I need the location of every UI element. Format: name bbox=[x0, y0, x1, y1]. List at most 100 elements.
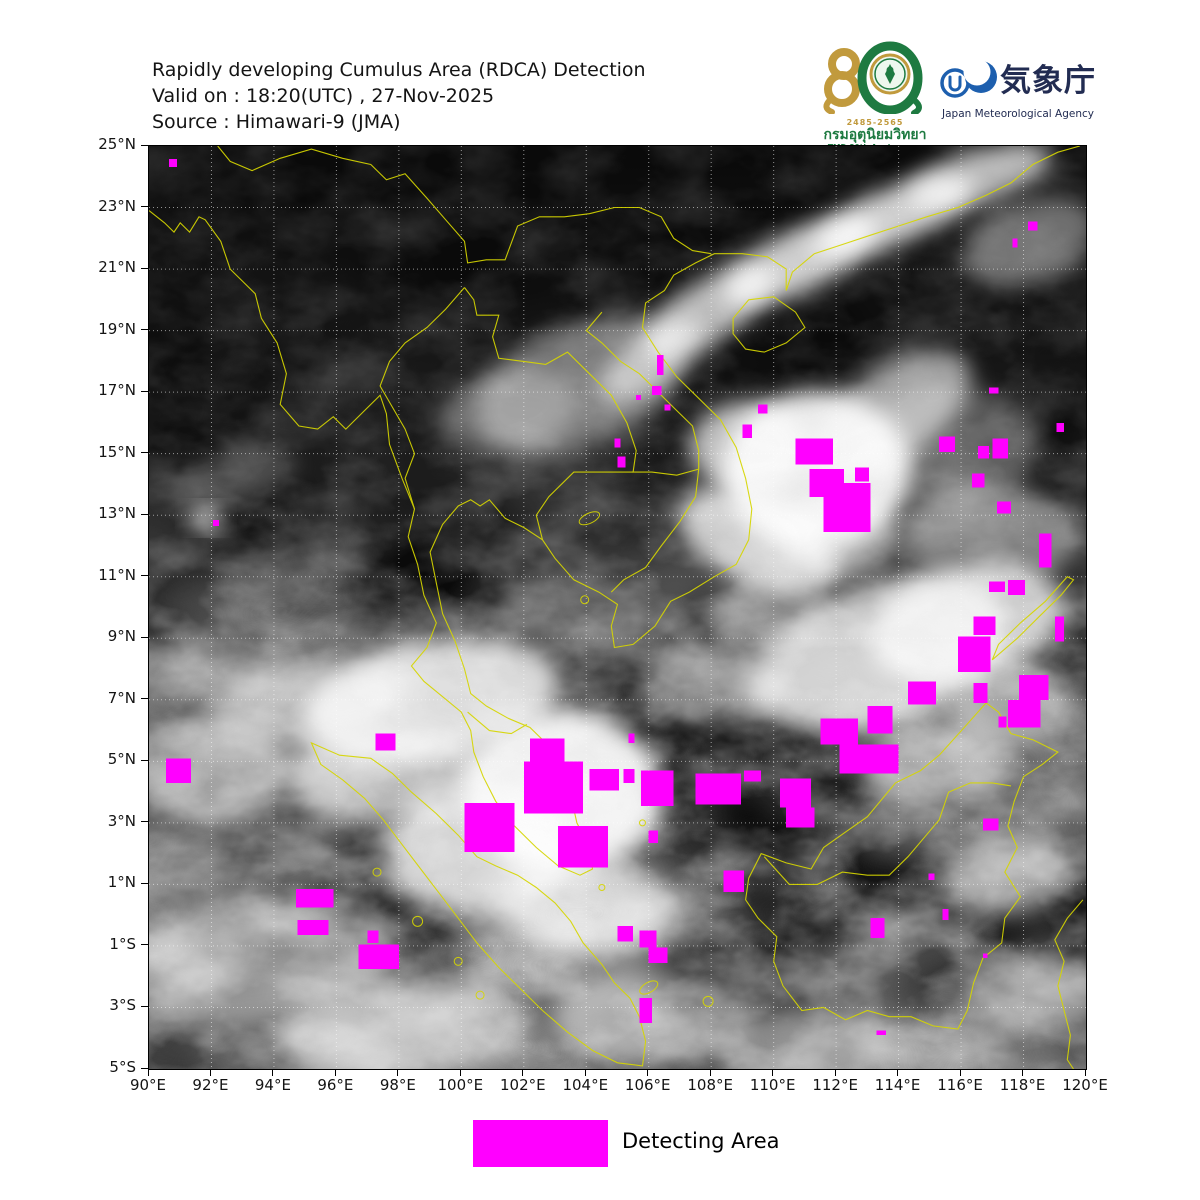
lat-tick-label: 13°N bbox=[98, 504, 136, 523]
lon-tick-mark bbox=[397, 1069, 399, 1076]
lon-tick-mark bbox=[147, 1069, 149, 1076]
detection-patch bbox=[758, 404, 768, 414]
lon-tick-label: 96°E bbox=[317, 1076, 354, 1094]
lat-tick-label: 9°N bbox=[107, 627, 136, 646]
detection-patch bbox=[928, 873, 935, 880]
satellite-map bbox=[148, 145, 1087, 1070]
lat-tick-mark bbox=[141, 329, 148, 331]
lon-tick-label: 108°E bbox=[687, 1076, 733, 1094]
lon-tick-label: 106°E bbox=[624, 1076, 671, 1094]
lat-tick-label: 3°S bbox=[109, 996, 136, 1015]
lon-tick-label: 98°E bbox=[379, 1076, 416, 1094]
lat-tick-label: 21°N bbox=[98, 258, 136, 277]
detection-patches bbox=[166, 158, 1065, 1036]
detection-patch bbox=[636, 395, 642, 401]
detection-patch bbox=[978, 446, 990, 459]
detection-patch bbox=[1012, 238, 1018, 248]
detection-patch bbox=[876, 1030, 887, 1036]
detection-patch bbox=[169, 158, 178, 167]
detection-patch bbox=[744, 770, 762, 782]
detection-patch bbox=[989, 581, 1005, 593]
detection-patch bbox=[795, 438, 833, 465]
lat-tick-mark bbox=[141, 575, 148, 577]
detection-patch bbox=[723, 870, 744, 893]
detection-patch bbox=[854, 467, 869, 482]
detection-patch bbox=[973, 682, 988, 703]
detection-patch bbox=[820, 718, 858, 745]
detection-patch bbox=[648, 830, 659, 843]
jma-logo: 気象庁 Japan Meteorological Agency bbox=[938, 55, 1098, 127]
detection-patch bbox=[617, 925, 634, 942]
detection-patch bbox=[648, 947, 668, 963]
lon-tick-label: 120°E bbox=[1062, 1076, 1108, 1094]
lat-tick-mark bbox=[141, 206, 148, 208]
lat-tick-label: 25°N bbox=[98, 135, 136, 153]
title-block: Rapidly developing Cumulus Area (RDCA) D… bbox=[152, 57, 646, 135]
lat-tick-mark bbox=[141, 636, 148, 638]
lon-tick-mark bbox=[1084, 1069, 1086, 1076]
legend-detecting-area-swatch bbox=[473, 1120, 608, 1167]
detection-patch bbox=[997, 501, 1012, 514]
lat-tick-label: 1°S bbox=[109, 934, 136, 953]
lat-tick-mark bbox=[141, 759, 148, 761]
detection-patch bbox=[523, 761, 584, 814]
detection-patch bbox=[213, 519, 220, 526]
lat-tick-label: 5°N bbox=[107, 750, 136, 769]
lon-tick-mark bbox=[709, 1069, 711, 1076]
detection-patch bbox=[870, 918, 885, 939]
detection-patch bbox=[982, 818, 999, 831]
lon-tick-mark bbox=[584, 1069, 586, 1076]
lon-tick-mark bbox=[897, 1069, 899, 1076]
lon-tick-mark bbox=[1022, 1069, 1024, 1076]
lat-tick-label: 5°S bbox=[109, 1058, 136, 1076]
lon-tick-label: 110°E bbox=[749, 1076, 796, 1094]
detection-patch bbox=[367, 930, 379, 943]
lat-tick-label: 3°N bbox=[107, 811, 136, 830]
lon-tick-label: 100°E bbox=[437, 1076, 484, 1094]
lat-tick-label: 7°N bbox=[107, 688, 136, 707]
jma-mark-icon bbox=[940, 58, 997, 98]
lat-tick-label: 23°N bbox=[98, 196, 136, 215]
lat-tick-mark bbox=[141, 1005, 148, 1007]
lat-tick-mark bbox=[141, 944, 148, 946]
lat-tick-mark bbox=[141, 452, 148, 454]
lon-tick-mark bbox=[209, 1069, 211, 1076]
detection-patch bbox=[623, 769, 635, 783]
lon-tick-mark bbox=[647, 1069, 649, 1076]
lon-tick-label: 114°E bbox=[874, 1076, 921, 1094]
chart-title: Rapidly developing Cumulus Area (RDCA) D… bbox=[152, 59, 646, 81]
lon-tick-label: 94°E bbox=[254, 1076, 291, 1094]
detection-patch bbox=[779, 778, 812, 808]
lat-tick-mark bbox=[141, 513, 148, 515]
detection-patch bbox=[1018, 675, 1049, 700]
lon-tick-label: 116°E bbox=[937, 1076, 983, 1094]
detection-patch bbox=[651, 386, 662, 396]
lat-tick-label: 1°N bbox=[107, 873, 136, 892]
lon-tick-label: 90°E bbox=[129, 1076, 167, 1094]
legend-detecting-area-label: Detecting Area bbox=[622, 1129, 780, 1153]
detection-patch bbox=[617, 456, 626, 468]
lon-tick-mark bbox=[959, 1069, 961, 1076]
lon-tick-mark bbox=[272, 1069, 274, 1076]
detection-patch bbox=[589, 769, 620, 791]
detection-patch bbox=[982, 953, 988, 959]
tmd-80-mark-icon bbox=[823, 41, 923, 116]
detection-patch bbox=[839, 744, 899, 774]
detection-patch bbox=[867, 706, 893, 734]
lat-tick-mark bbox=[141, 267, 148, 269]
tmd-years: 2485-2565 bbox=[846, 118, 904, 127]
detection-patch bbox=[628, 733, 635, 743]
lon-tick-mark bbox=[834, 1069, 836, 1076]
detection-patch bbox=[640, 770, 674, 806]
lon-tick-label: 104°E bbox=[562, 1076, 609, 1094]
detection-patch bbox=[1056, 422, 1065, 433]
lat-tick-label: 15°N bbox=[98, 442, 136, 461]
detection-patch bbox=[823, 482, 871, 533]
jma-japanese-name: 気象庁 bbox=[1000, 63, 1096, 99]
detection-patch bbox=[939, 436, 955, 453]
lat-tick-label: 17°N bbox=[98, 381, 136, 400]
lon-tick-label: 102°E bbox=[499, 1076, 546, 1094]
lon-tick-mark bbox=[772, 1069, 774, 1076]
lon-tick-mark bbox=[459, 1069, 461, 1076]
